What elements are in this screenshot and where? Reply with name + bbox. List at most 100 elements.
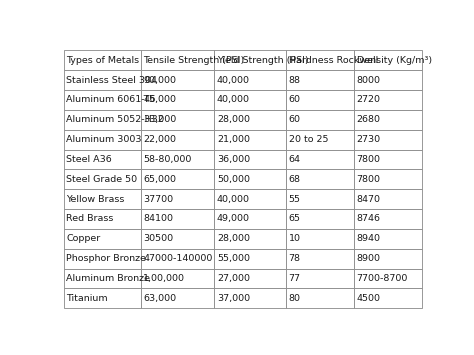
Text: Hardness Rockwell: Hardness Rockwell — [289, 56, 378, 65]
Text: 28,000: 28,000 — [217, 234, 250, 243]
Bar — [141, 229, 214, 249]
Text: 47000-140000: 47000-140000 — [143, 254, 213, 263]
Bar — [354, 130, 422, 149]
Text: 60: 60 — [289, 115, 301, 124]
Bar — [286, 50, 354, 70]
Text: 77: 77 — [289, 274, 301, 283]
Bar — [354, 110, 422, 130]
Text: 65,000: 65,000 — [143, 175, 176, 184]
Bar — [214, 229, 286, 249]
Bar — [141, 249, 214, 269]
Text: 37700: 37700 — [143, 195, 173, 204]
Bar — [141, 289, 214, 308]
Bar — [354, 50, 422, 70]
Text: 30500: 30500 — [143, 234, 173, 243]
Text: 88: 88 — [289, 76, 301, 84]
Text: Aluminum 3003: Aluminum 3003 — [66, 135, 142, 144]
Text: 7700-8700: 7700-8700 — [356, 274, 408, 283]
Text: 68: 68 — [289, 175, 301, 184]
Bar — [214, 90, 286, 110]
Bar — [64, 169, 141, 189]
Bar — [64, 249, 141, 269]
Text: Stainless Steel 304: Stainless Steel 304 — [66, 76, 157, 84]
Bar — [286, 169, 354, 189]
Bar — [141, 189, 214, 209]
Bar — [286, 110, 354, 130]
Text: 7800: 7800 — [356, 175, 381, 184]
Text: 27,000: 27,000 — [217, 274, 250, 283]
Bar — [286, 130, 354, 149]
Text: 64: 64 — [289, 155, 301, 164]
Text: 7800: 7800 — [356, 155, 381, 164]
Text: 33,000: 33,000 — [143, 115, 176, 124]
Bar — [64, 289, 141, 308]
Bar — [64, 90, 141, 110]
Bar — [141, 110, 214, 130]
Bar — [286, 189, 354, 209]
Text: Types of Metals: Types of Metals — [66, 56, 139, 65]
Bar — [286, 209, 354, 229]
Bar — [64, 209, 141, 229]
Text: 1,00,000: 1,00,000 — [143, 274, 185, 283]
Bar — [286, 90, 354, 110]
Bar — [141, 50, 214, 70]
Bar — [354, 169, 422, 189]
Text: 78: 78 — [289, 254, 301, 263]
Text: 40,000: 40,000 — [217, 95, 250, 104]
Bar — [286, 289, 354, 308]
Text: Yellow Brass: Yellow Brass — [66, 195, 125, 204]
Bar — [141, 70, 214, 90]
Text: Phosphor Bronze: Phosphor Bronze — [66, 254, 146, 263]
Bar — [214, 249, 286, 269]
Text: 40,000: 40,000 — [217, 195, 250, 204]
Bar — [64, 70, 141, 90]
Bar — [286, 269, 354, 289]
Bar — [354, 289, 422, 308]
Text: 63,000: 63,000 — [143, 294, 176, 303]
Bar — [286, 229, 354, 249]
Text: 8470: 8470 — [356, 195, 381, 204]
Bar — [286, 70, 354, 90]
Text: 21,000: 21,000 — [217, 135, 250, 144]
Text: 45,000: 45,000 — [143, 95, 176, 104]
Bar — [214, 110, 286, 130]
Bar — [214, 149, 286, 169]
Bar — [214, 169, 286, 189]
Bar — [214, 70, 286, 90]
Bar — [354, 189, 422, 209]
Bar — [354, 209, 422, 229]
Text: 40,000: 40,000 — [217, 76, 250, 84]
Text: Steel A36: Steel A36 — [66, 155, 112, 164]
Text: 28,000: 28,000 — [217, 115, 250, 124]
Text: 60: 60 — [289, 95, 301, 104]
Bar — [141, 209, 214, 229]
Text: 49,000: 49,000 — [217, 214, 250, 224]
Text: 10: 10 — [289, 234, 301, 243]
Text: Density (Kg/m³): Density (Kg/m³) — [356, 56, 432, 65]
Text: Tensile Strength (PSI): Tensile Strength (PSI) — [143, 56, 245, 65]
Bar — [286, 249, 354, 269]
Text: Steel Grade 50: Steel Grade 50 — [66, 175, 137, 184]
Text: Aluminum 6061-T6: Aluminum 6061-T6 — [66, 95, 156, 104]
Text: 80: 80 — [289, 294, 301, 303]
Text: 2720: 2720 — [356, 95, 381, 104]
Text: Yield Strength (PSI): Yield Strength (PSI) — [217, 56, 309, 65]
Bar — [64, 149, 141, 169]
Bar — [214, 289, 286, 308]
Bar — [354, 70, 422, 90]
Bar — [214, 50, 286, 70]
Text: 4500: 4500 — [356, 294, 381, 303]
Bar — [141, 149, 214, 169]
Bar — [354, 90, 422, 110]
Bar — [141, 90, 214, 110]
Bar — [64, 269, 141, 289]
Text: 65: 65 — [289, 214, 301, 224]
Text: 37,000: 37,000 — [217, 294, 250, 303]
Text: 8900: 8900 — [356, 254, 381, 263]
Text: 2730: 2730 — [356, 135, 381, 144]
Text: 8940: 8940 — [356, 234, 381, 243]
Text: 84100: 84100 — [143, 214, 173, 224]
Text: 55,000: 55,000 — [217, 254, 250, 263]
Text: 36,000: 36,000 — [217, 155, 250, 164]
Text: 20 to 25: 20 to 25 — [289, 135, 328, 144]
